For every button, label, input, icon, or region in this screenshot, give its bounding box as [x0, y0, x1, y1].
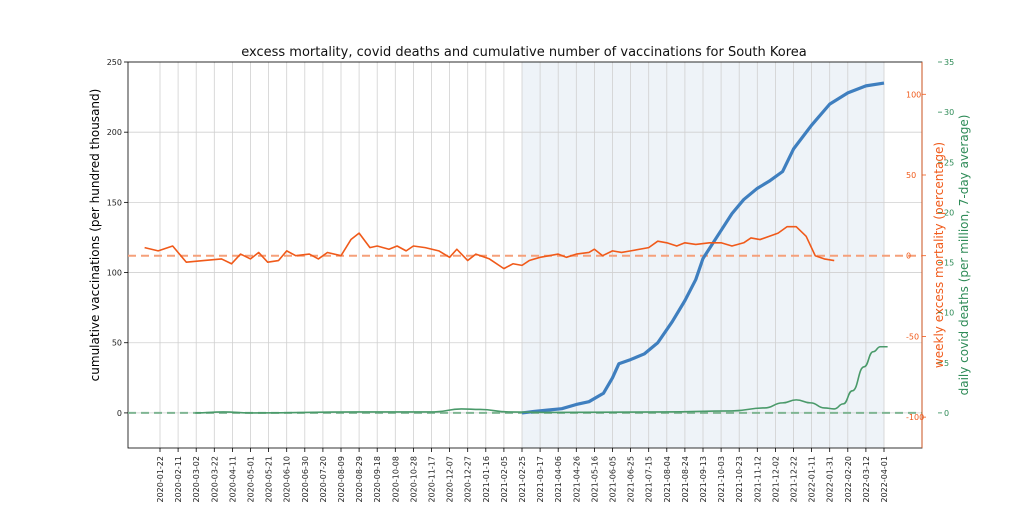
- right1-axis: -100 -50 0 50 100: [906, 62, 926, 448]
- x-tick-label: 2020-04-11: [228, 456, 237, 503]
- x-tick-label: 2020-05-01: [247, 456, 256, 503]
- series-line-right1: [144, 225, 835, 270]
- right2-tick-label: 25: [944, 158, 954, 167]
- right2-tick-label: 20: [944, 208, 954, 217]
- x-tick-label: 2020-03-22: [210, 456, 219, 503]
- x-tick-label: 2020-02-11: [174, 456, 183, 503]
- left-tick-label: 50: [112, 339, 122, 348]
- right2-tick-label: 35: [944, 58, 954, 67]
- right2-tick-label: 10: [944, 309, 954, 318]
- x-tick-label: 2020-08-09: [337, 456, 346, 503]
- right1-tick-label: -100: [906, 413, 924, 422]
- right1-tick-label: -50: [906, 332, 919, 341]
- x-tick-label: 2021-06-05: [609, 456, 618, 503]
- x-tick-label: 2021-10-03: [717, 456, 726, 503]
- x-tick-label: 2020-09-18: [373, 456, 382, 503]
- chart-title: excess mortality, covid deaths and cumul…: [241, 45, 807, 60]
- right2-tick-label: 5: [944, 359, 949, 368]
- right1-tick-label: 50: [906, 171, 916, 180]
- x-tick-label: 2020-10-28: [409, 456, 418, 503]
- x-tick-label: 2020-06-10: [283, 456, 292, 503]
- left-axis-label: cumulative vaccinations (per hundred tho…: [88, 89, 102, 382]
- x-tick-label: 2021-08-24: [681, 456, 690, 503]
- x-tick-label: 2022-02-20: [844, 456, 853, 503]
- x-tick-label: 2020-11-17: [428, 456, 437, 503]
- x-tick-label: 2021-02-25: [518, 456, 527, 503]
- x-tick-label: 2021-12-22: [790, 456, 799, 503]
- series-line-left: [521, 81, 885, 415]
- right2-axis-label: daily covid deaths (per million, 7-day a…: [957, 115, 971, 396]
- x-tick-label: 2022-01-11: [808, 456, 817, 503]
- left-axis: 0 50 100 150 200 250: [107, 58, 128, 418]
- right1-axis-label: weekly excess mortality (percentage): [932, 142, 946, 368]
- x-tick-label: 2021-10-23: [735, 456, 744, 503]
- x-tick-label: 2022-04-01: [880, 456, 889, 503]
- x-tick-label: 2021-09-13: [699, 456, 708, 503]
- right2-tick-label: 15: [944, 259, 954, 268]
- x-axis: 2020-01-22 2020-02-11 2020-03-02 2020-03-22…: [156, 448, 889, 503]
- x-tick-label: 2020-12-27: [464, 456, 473, 503]
- right2-axis: 0 5 10 15 20 25 30 35: [938, 58, 954, 418]
- x-tick-label: 2022-03-12: [862, 456, 871, 503]
- right2-tick-label: 0: [944, 409, 949, 418]
- x-tick-label: 2021-02-05: [500, 456, 509, 503]
- x-tick-label: 2020-05-21: [265, 456, 274, 503]
- x-tick-label: 2021-01-16: [482, 456, 491, 503]
- x-tick-label: 2020-12-07: [446, 456, 455, 503]
- x-tick-label: 2021-04-26: [572, 456, 581, 503]
- left-tick-label: 100: [107, 269, 122, 278]
- x-tick-label: 2020-06-30: [301, 456, 310, 503]
- right2-tick-label: 30: [944, 108, 954, 117]
- left-tick-label: 250: [107, 58, 122, 67]
- x-tick-label: 2021-06-25: [627, 456, 636, 503]
- x-tick-label: 2020-10-08: [391, 456, 400, 503]
- x-tick-label: 2021-11-12: [753, 456, 762, 503]
- x-tick-label: 2021-05-16: [590, 456, 599, 503]
- series-line-right2: [195, 345, 888, 414]
- x-tick-label: 2021-03-17: [536, 456, 545, 503]
- right1-tick-label: 0: [906, 252, 911, 261]
- x-tick-label: 2021-07-15: [645, 456, 654, 503]
- x-tick-label: 2022-01-31: [826, 456, 835, 503]
- left-tick-label: 200: [107, 128, 122, 137]
- x-tick-label: 2020-01-22: [156, 456, 165, 503]
- x-tick-label: 2021-04-06: [554, 456, 563, 503]
- x-tick-label: 2021-12-02: [771, 456, 780, 503]
- x-tick-label: 2020-03-02: [192, 456, 201, 503]
- x-tick-label: 2020-08-29: [355, 456, 364, 503]
- left-tick-label: 0: [117, 409, 122, 418]
- x-tick-label: 2020-07-20: [319, 456, 328, 503]
- right1-tick-label: 100: [906, 90, 921, 99]
- left-tick-label: 150: [107, 198, 122, 207]
- x-tick-label: 2021-08-04: [663, 456, 672, 503]
